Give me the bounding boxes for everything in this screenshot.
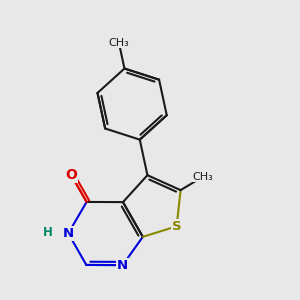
Text: S: S [172,220,182,233]
Text: N: N [117,259,128,272]
Text: H: H [43,226,53,239]
Text: CH₃: CH₃ [109,38,129,48]
Text: CH₃: CH₃ [193,172,213,182]
Text: N: N [63,227,74,240]
Text: O: O [65,168,77,182]
